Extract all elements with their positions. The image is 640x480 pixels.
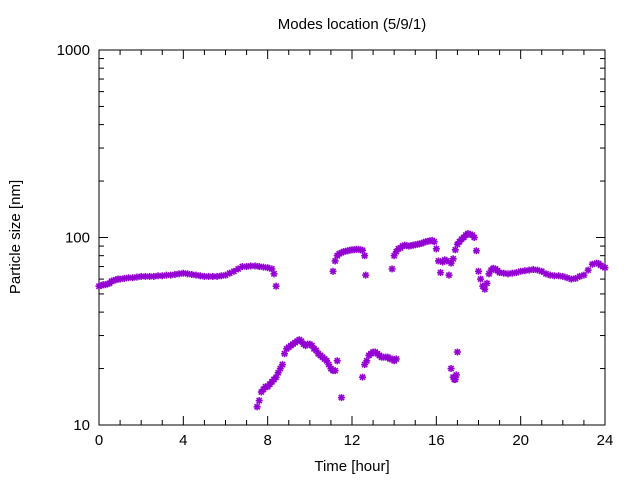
- data-point: [470, 234, 478, 241]
- data-point: [175, 270, 183, 278]
- x-tick-label: 0: [95, 432, 103, 449]
- data-point: [329, 267, 337, 275]
- x-tick-label: 8: [263, 432, 271, 449]
- x-tick-label: 4: [179, 432, 187, 449]
- x-tick-labels: 0 4 8 12 16 20 24: [95, 432, 614, 449]
- y-tick-label: 10: [73, 417, 90, 434]
- data-point: [483, 279, 491, 287]
- data-point: [359, 373, 367, 381]
- data-point: [333, 357, 341, 365]
- data-point: [601, 264, 609, 272]
- data-point: [432, 245, 440, 253]
- data-point: [477, 275, 485, 283]
- x-tick-label: 12: [344, 432, 361, 449]
- data-point: [331, 367, 339, 375]
- data-point: [445, 271, 453, 279]
- x-axis-title: Time [hour]: [314, 458, 389, 475]
- data-point: [361, 252, 369, 260]
- data-point: [447, 365, 455, 373]
- plot-frame: [98, 49, 606, 426]
- data-point: [481, 285, 489, 293]
- y-tick-label: 100: [65, 230, 90, 247]
- x-ticks: [98, 50, 606, 425]
- data-point: [430, 238, 438, 246]
- data-point: [449, 255, 457, 263]
- data-point: [453, 348, 461, 356]
- data-point: [331, 257, 339, 265]
- x-tick-label: 16: [428, 432, 445, 449]
- data-point: [452, 371, 460, 379]
- data-point: [362, 271, 370, 279]
- y-ticks: [99, 58, 605, 426]
- y-axis-title: Particle size [nm]: [7, 180, 24, 294]
- x-tick-label: 24: [597, 432, 614, 449]
- data-point: [167, 271, 175, 279]
- data-point: [437, 269, 445, 277]
- data-points: [95, 230, 609, 411]
- data-point: [555, 272, 563, 280]
- data-point: [226, 269, 234, 277]
- data-point: [337, 394, 345, 402]
- x-tick-label: 20: [512, 432, 529, 449]
- data-point: [272, 282, 280, 290]
- chart-title: Modes location (5/9/1): [278, 16, 426, 33]
- data-point: [451, 246, 459, 254]
- data-point: [253, 403, 261, 411]
- data-point: [255, 397, 263, 405]
- data-point: [472, 247, 480, 255]
- data-point: [392, 355, 400, 363]
- data-point: [270, 270, 278, 278]
- data-point: [388, 265, 396, 273]
- data-point: [222, 271, 229, 279]
- data-point: [278, 361, 286, 369]
- data-point: [584, 266, 592, 274]
- data-point: [580, 271, 588, 279]
- y-tick-label: 1000: [57, 42, 90, 59]
- data-point: [475, 267, 482, 275]
- y-tick-labels: 10 100 1000: [57, 42, 90, 434]
